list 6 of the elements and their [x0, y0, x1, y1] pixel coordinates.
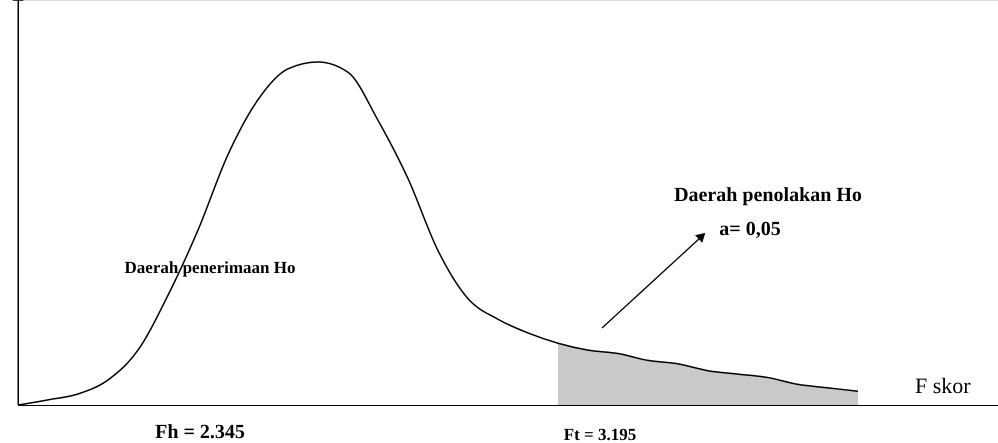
annotation: a= 0,05: [719, 218, 781, 240]
text: Fh = 2.345: [155, 421, 245, 443]
annotation: Daerah penerimaan Ho: [124, 258, 296, 277]
x-axis-title: F skor: [915, 373, 972, 398]
annotation: Daerah penolakan Ho: [674, 184, 862, 206]
text: Ft = 3.195: [564, 425, 636, 443]
